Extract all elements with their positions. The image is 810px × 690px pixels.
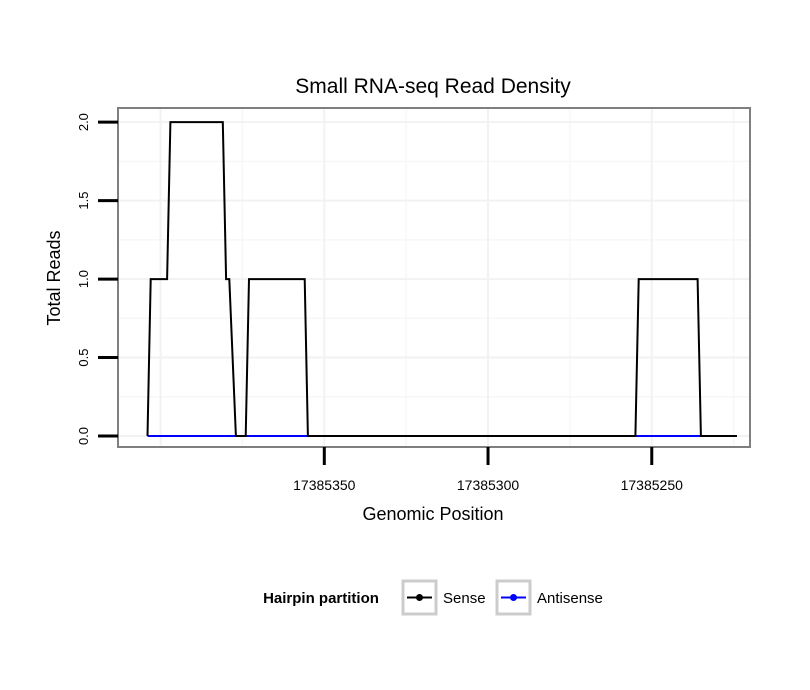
plot-area	[117, 107, 751, 448]
y-tick-label: 2.0	[76, 113, 91, 131]
y-tick-label: 0.0	[76, 427, 91, 445]
legend: Hairpin partition Sense Antisense	[263, 579, 603, 616]
series-sense-line	[146, 121, 737, 437]
legend-entries: Sense Antisense	[401, 579, 603, 616]
y-tick-label: 1.0	[76, 270, 91, 288]
legend-title: Hairpin partition	[263, 590, 379, 607]
legend-label-sense: Sense	[443, 590, 486, 607]
legend-label-antisense: Antisense	[537, 590, 603, 607]
chart-title: Small RNA-seq Read Density	[295, 75, 571, 98]
y-tick-label: 1.5	[76, 192, 91, 210]
x-tick-label: 17385300	[457, 477, 520, 493]
y-axis: 0.0 0.5 1.0 1.5 2.0	[76, 113, 118, 445]
y-tick-label: 0.5	[76, 349, 91, 367]
plot-border	[117, 107, 751, 448]
x-axis-label: Genomic Position	[362, 504, 503, 524]
series-layer	[146, 121, 737, 437]
x-tick-label: 17385350	[293, 477, 356, 493]
x-tick-label: 17385250	[621, 477, 684, 493]
legend-marker-antisense	[510, 594, 517, 601]
legend-marker-sense	[416, 594, 423, 601]
x-axis: 17385350 17385300 17385250	[293, 447, 683, 493]
y-axis-label: Total Reads	[44, 230, 64, 325]
